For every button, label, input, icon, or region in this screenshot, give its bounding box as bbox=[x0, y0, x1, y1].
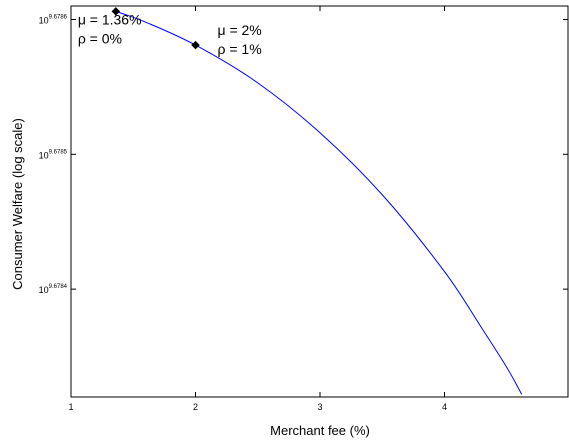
data-marker bbox=[191, 40, 200, 50]
data-marker bbox=[111, 7, 121, 16]
x-tick-label: 1 bbox=[68, 402, 73, 412]
y-tick-label: 109.6785 bbox=[39, 149, 68, 160]
annotation-label: μ = 1.36% ρ = 0% bbox=[78, 11, 142, 46]
y-tick-label: 109.6784 bbox=[39, 284, 68, 295]
y-axis-label: Consumer Welfare (log scale) bbox=[10, 118, 25, 290]
x-tick-label: 2 bbox=[193, 402, 198, 412]
y-tick-label: 109.6786 bbox=[39, 14, 68, 25]
x-axis-label: Merchant fee (%) bbox=[270, 423, 370, 438]
series-line bbox=[115, 10, 523, 395]
x-tick-label: 3 bbox=[317, 402, 322, 412]
plot-area: 1 2 3 4 109.6784 109.6785 109.6786 μ = 1.36% ρ =… bbox=[39, 5, 569, 412]
annotation-label: μ = 2% ρ = 1% bbox=[218, 22, 262, 57]
axes-frame bbox=[70, 5, 569, 398]
x-tick-label: 4 bbox=[442, 402, 447, 412]
